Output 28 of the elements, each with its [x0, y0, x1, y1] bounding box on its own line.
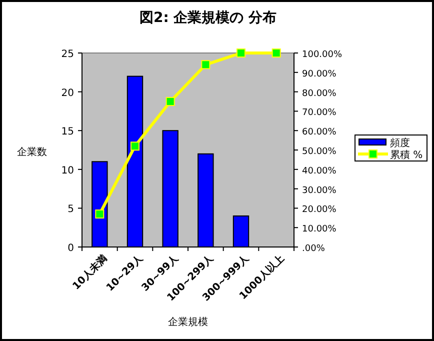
y2-tick-label: 30.00% [302, 186, 337, 196]
point [166, 97, 175, 106]
point [130, 142, 140, 151]
point [236, 48, 246, 58]
y2-tick-label: 40.00% [302, 166, 337, 176]
y2-tick-label: 70.00% [302, 108, 337, 118]
y2-tick-label: 50.00% [302, 147, 337, 157]
y-tick-label: 25 [61, 49, 74, 60]
chart-title: 図2: 企業規模の 分布 [139, 10, 277, 26]
y-tick-label: 10 [61, 165, 74, 176]
y2-tick-label: 100.00% [302, 50, 342, 60]
point [201, 60, 210, 70]
y2-tick-label: 20.00% [302, 205, 337, 216]
y2-tick-label: 10.00% [302, 224, 337, 235]
y2-tick-label: 60.00% [302, 128, 337, 138]
y-tick-label: 20 [61, 88, 74, 99]
legend-label: 累積 % [390, 149, 423, 161]
point [272, 48, 281, 58]
y-axis-title: 企業数 [17, 146, 47, 158]
y2-tick-label: 80.00% [302, 88, 337, 99]
y2-tick-label: 90.00% [302, 69, 337, 80]
y2-tick-label: .00% [302, 244, 326, 254]
y-tick-label: 0 [68, 243, 74, 254]
y-tick-label: 5 [68, 204, 74, 216]
x-axis-title: 企業規模 [168, 316, 208, 328]
point [95, 210, 104, 219]
legend-label: 頻度 [390, 137, 410, 149]
y-tick-label: 15 [61, 126, 74, 138]
